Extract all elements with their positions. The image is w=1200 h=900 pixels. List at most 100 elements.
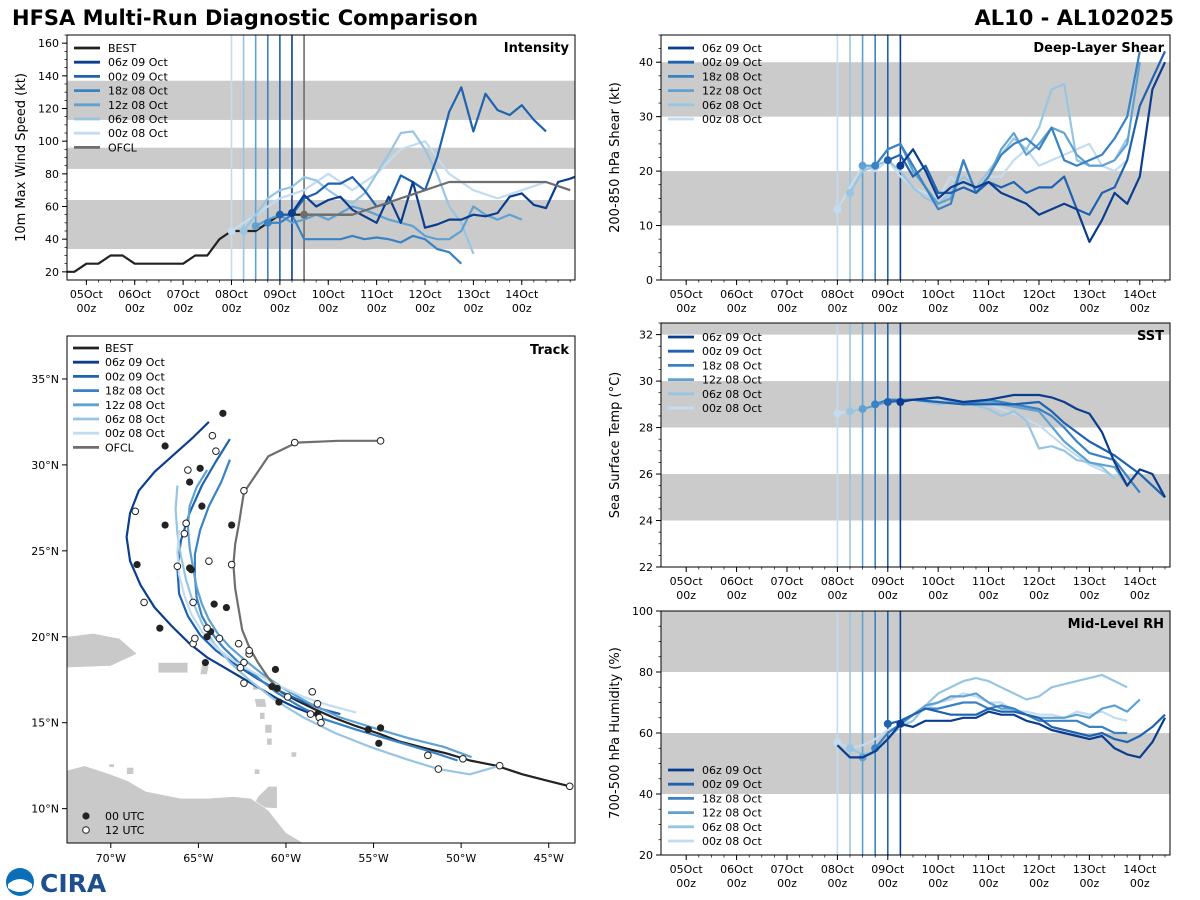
map-area	[67, 409, 574, 843]
y-axis-label: 200-850 hPa Shear (kt)	[608, 82, 623, 233]
x-tick-label: 00z	[827, 877, 847, 890]
x-tick-label: 11Oct	[972, 288, 1006, 301]
x-tick-label: 00z	[727, 302, 747, 315]
series-line	[291, 175, 575, 229]
x-tick-label: 00z	[827, 302, 847, 315]
legend-label: OFCL	[108, 141, 138, 154]
marker-12utc	[184, 466, 192, 474]
marker-00utc	[376, 724, 385, 732]
land-mass	[259, 712, 266, 720]
x-tick-label: 07Oct	[770, 288, 804, 301]
x-tick-label: 00z	[727, 589, 747, 602]
panel-intensity: 2040608010012014016005Oct00z06Oct00z07Oc…	[14, 34, 576, 315]
y-tick-label: 25°N	[31, 545, 59, 558]
legend-label: BEST	[105, 342, 133, 355]
x-tick-label: 05Oct	[670, 575, 704, 588]
y-tick-label: 15°N	[31, 717, 59, 730]
legend-marker-12utc	[82, 826, 90, 834]
init-marker	[845, 188, 854, 197]
threshold-band	[661, 474, 1170, 521]
x-tick-label: 14Oct	[1123, 575, 1157, 588]
legend-label: 18z 08 Oct	[108, 85, 168, 98]
x-tick-label: 08Oct	[821, 288, 855, 301]
marker-12utc	[240, 486, 248, 495]
y-tick-label: 60	[639, 727, 653, 740]
y-tick-label: 100	[38, 135, 59, 148]
legend-label: 12z 08 Oct	[702, 807, 762, 820]
x-tick-label: 08Oct	[821, 863, 855, 876]
marker-12utc	[236, 663, 245, 672]
marker-00utc	[198, 502, 206, 510]
figure-title-left: HFSA Multi-Run Diagnostic Comparison	[12, 6, 479, 30]
cira-logo: CIRA	[6, 868, 107, 898]
panel-title: Mid-Level RH	[1068, 617, 1164, 632]
threshold-band	[661, 171, 1170, 226]
land-mass	[67, 632, 138, 668]
x-tick-label: 11Oct	[972, 575, 1006, 588]
x-tick-label: 00z	[676, 302, 696, 315]
init-marker	[896, 161, 905, 170]
marker-12utc	[215, 634, 224, 643]
init-marker	[287, 209, 296, 218]
x-tick-label: 00z	[222, 302, 242, 315]
marker-12utc	[182, 519, 190, 528]
init-marker	[227, 227, 236, 235]
x-tick-label: 06Oct	[720, 575, 754, 588]
marker-12utc	[565, 782, 574, 791]
land-mass	[290, 751, 297, 758]
x-tick-label: 09Oct	[871, 575, 905, 588]
legend-label: 00z 09 Oct	[105, 370, 165, 383]
marker-00utc	[228, 521, 236, 529]
y-tick-label: 40	[639, 788, 653, 801]
marker-00utc	[186, 478, 194, 486]
x-tick-label: 06Oct	[720, 863, 754, 876]
series-line	[887, 707, 1166, 744]
legend-label: 06z 09 Oct	[105, 356, 165, 369]
x-tick-label: 60°W	[271, 852, 301, 865]
x-tick-label: 13Oct	[457, 288, 491, 301]
legend-label: 00z 08 Oct	[702, 113, 762, 126]
y-tick-label: 20°N	[31, 631, 59, 644]
threshold-band	[661, 323, 1170, 335]
panel-title: Deep-Layer Shear	[1033, 41, 1164, 56]
init-marker	[845, 744, 854, 753]
y-tick-label: 10	[639, 220, 653, 233]
legend-label: 06z 09 Oct	[702, 764, 762, 777]
x-tick-label: 00z	[727, 877, 747, 890]
x-tick-label: 00z	[1029, 302, 1049, 315]
x-tick-label: 00z	[979, 877, 999, 890]
init-marker	[251, 222, 260, 231]
panel-title: Intensity	[504, 41, 570, 56]
series-line	[242, 130, 475, 255]
legend-label: 12 UTC	[105, 824, 145, 837]
x-tick-label: 00z	[1029, 589, 1049, 602]
x-tick-label: 00z	[676, 877, 696, 890]
x-tick-label: 00z	[676, 589, 696, 602]
x-tick-label: 13Oct	[1073, 288, 1107, 301]
legend-label: 18z 08 Oct	[702, 70, 762, 83]
y-tick-label: 40	[639, 56, 653, 69]
init-marker	[883, 156, 892, 165]
panel-shear: 01020304005Oct00z06Oct00z07Oct00z08Oct00…	[608, 34, 1171, 315]
x-tick-label: 08Oct	[821, 575, 855, 588]
legend-label: 06z 08 Oct	[702, 99, 762, 112]
init-marker	[871, 400, 880, 409]
track-line	[174, 485, 501, 776]
marker-12utc	[306, 710, 315, 718]
land-mass	[108, 763, 115, 768]
plot-area	[661, 323, 1170, 567]
threshold-band	[661, 733, 1170, 794]
x-tick-label: 13Oct	[1073, 575, 1107, 588]
x-tick-label: 10Oct	[922, 575, 956, 588]
init-marker	[883, 398, 892, 407]
x-tick-label: 07Oct	[167, 288, 201, 301]
init-marker	[896, 398, 905, 407]
x-tick-label: 10Oct	[312, 288, 346, 301]
legend-label: OFCL	[105, 441, 135, 454]
x-tick-label: 00z	[318, 302, 338, 315]
track-line	[280, 690, 570, 788]
threshold-band	[67, 199, 575, 249]
panel-track: 70°W 65°W 60°W 55°W 50°W 45°W 10°N 15°N 20°N 25°N…	[31, 335, 576, 865]
marker-00utc	[210, 600, 218, 608]
marker-12utc	[240, 658, 248, 667]
